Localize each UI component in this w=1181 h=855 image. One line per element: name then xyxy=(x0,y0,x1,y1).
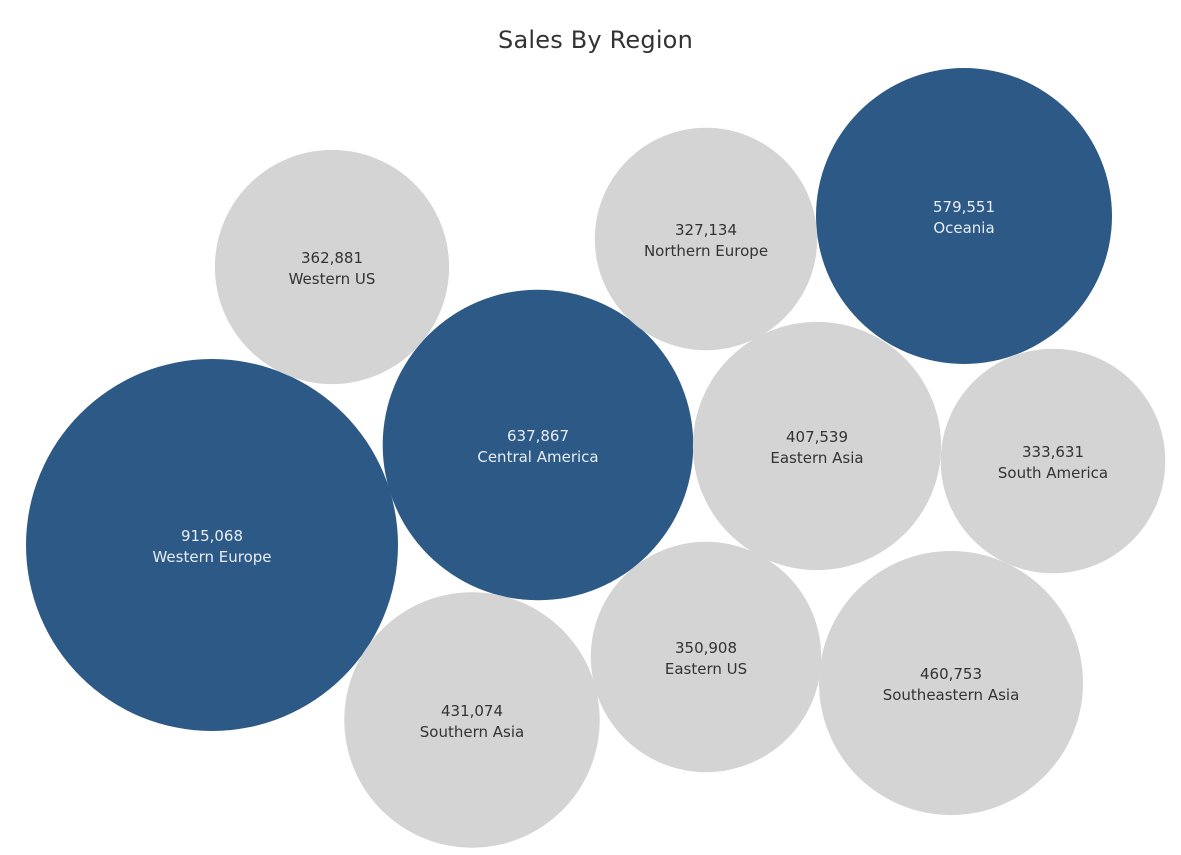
bubble-value-southeastern-asia: 460,753 xyxy=(920,665,982,683)
bubble-value-south-america: 333,631 xyxy=(1022,443,1084,461)
bubble-circle-southeastern-asia[interactable] xyxy=(819,551,1083,815)
bubble-value-eastern-asia: 407,539 xyxy=(786,428,848,446)
bubble-label-southeastern-asia: Southeastern Asia xyxy=(883,686,1020,704)
bubble-circle-southern-asia[interactable] xyxy=(344,592,600,848)
bubble-value-central-america: 637,867 xyxy=(507,427,569,445)
bubble-northern-europe[interactable]: 327,134 Northern Europe xyxy=(594,127,818,351)
chart-title: Sales By Region xyxy=(498,26,693,54)
bubble-value-eastern-us: 350,908 xyxy=(675,639,737,657)
bubble-central-america[interactable]: 637,867 Central America xyxy=(382,289,694,601)
bubble-circle-western-us[interactable] xyxy=(214,149,450,385)
bubble-south-america[interactable]: 333,631 South America xyxy=(940,348,1166,574)
bubble-eastern-us[interactable]: 350,908 Eastern US xyxy=(590,541,822,773)
bubble-circle-south-america[interactable] xyxy=(940,348,1166,574)
bubble-value-oceania: 579,551 xyxy=(933,198,995,216)
bubble-label-eastern-us: Eastern US xyxy=(665,660,747,678)
bubble-label-south-america: South America xyxy=(998,464,1108,482)
bubble-circle-oceania[interactable] xyxy=(816,68,1112,364)
bubble-southeastern-asia[interactable]: 460,753 Southeastern Asia xyxy=(819,551,1083,815)
bubble-value-western-europe: 915,068 xyxy=(181,527,243,545)
bubble-label-western-europe: Western Europe xyxy=(152,548,271,566)
bubble-circle-central-america[interactable] xyxy=(382,289,694,601)
bubble-value-western-us: 362,881 xyxy=(301,249,363,267)
bubble-western-europe[interactable]: 915,068 Western Europe xyxy=(26,359,398,731)
bubble-southern-asia[interactable]: 431,074 Southern Asia xyxy=(344,592,600,848)
bubble-eastern-asia[interactable]: 407,539 Eastern Asia xyxy=(692,321,942,571)
bubble-circle-northern-europe[interactable] xyxy=(594,127,818,351)
bubble-circle-eastern-asia[interactable] xyxy=(692,321,942,571)
bubble-circle-western-europe[interactable] xyxy=(26,359,398,731)
bubble-label-oceania: Oceania xyxy=(933,219,994,237)
bubble-label-southern-asia: Southern Asia xyxy=(420,723,524,741)
bubble-label-northern-europe: Northern Europe xyxy=(644,242,768,260)
bubble-oceania[interactable]: 579,551 Oceania xyxy=(816,68,1112,364)
bubble-label-central-america: Central America xyxy=(477,448,598,466)
bubble-western-us[interactable]: 362,881 Western US xyxy=(214,149,450,385)
bubble-circle-eastern-us[interactable] xyxy=(590,541,822,773)
bubble-label-western-us: Western US xyxy=(289,270,376,288)
bubble-value-southern-asia: 431,074 xyxy=(441,702,503,720)
bubble-value-northern-europe: 327,134 xyxy=(675,221,737,239)
bubble-label-eastern-asia: Eastern Asia xyxy=(770,449,863,467)
